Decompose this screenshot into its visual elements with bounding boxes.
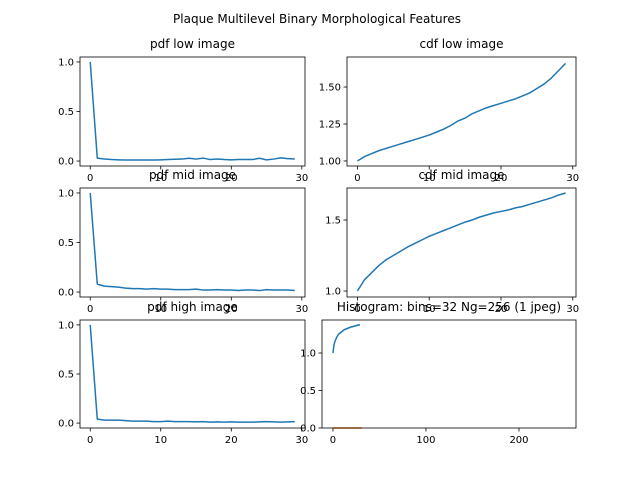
x-tick-label: 20 — [495, 173, 508, 184]
y-tick-label: 1.00 — [319, 156, 341, 167]
y-tick-label: 0.0 — [58, 157, 74, 168]
subplot-title: pdf low image — [150, 37, 235, 51]
y-tick-label: 0.0 — [58, 288, 74, 299]
x-tick-label: 10 — [154, 435, 167, 446]
x-tick-label: 10 — [154, 173, 167, 184]
subplot-title: Histogram: bins=32 Ng=256 (1 jpeg) — [337, 300, 561, 314]
data-line — [332, 323, 361, 354]
axes-frame — [346, 187, 577, 298]
x-tick-label: 20 — [225, 304, 238, 315]
y-tick-label: 0.0 — [300, 424, 316, 435]
axes-frame — [79, 319, 306, 429]
x-tick-label: 30 — [566, 173, 579, 184]
y-tick-label: 0.5 — [58, 238, 74, 249]
x-tick-label: 20 — [495, 304, 508, 315]
y-tick-label: 1.0 — [58, 57, 74, 68]
y-tick-label: 1.0 — [58, 320, 74, 331]
x-tick-label: 20 — [225, 435, 238, 446]
x-tick-label: 10 — [423, 304, 436, 315]
axes-frame — [79, 56, 306, 167]
subplot-title: cdf low image — [420, 37, 504, 51]
y-tick-label: 1.0 — [325, 287, 341, 298]
x-tick-label: 0 — [330, 435, 336, 446]
x-tick-label: 10 — [423, 173, 436, 184]
x-tick-label: 10 — [154, 304, 167, 315]
x-tick-label: 0 — [87, 173, 93, 184]
x-tick-label: 30 — [295, 435, 308, 446]
y-tick-label: 1.5 — [325, 215, 341, 226]
x-tick-label: 0 — [354, 173, 360, 184]
data-line — [89, 324, 295, 423]
y-tick-label: 1.50 — [319, 83, 341, 94]
y-tick-label: 1.25 — [319, 119, 341, 130]
data-line — [89, 192, 295, 292]
x-tick-label: 200 — [509, 435, 528, 446]
y-tick-label: 1.0 — [300, 349, 316, 360]
axes-frame — [79, 187, 306, 298]
subplot-title: cdf mid image — [418, 168, 504, 182]
axes-frame — [346, 56, 577, 167]
x-tick-label: 0 — [354, 304, 360, 315]
x-tick-label: 30 — [566, 304, 579, 315]
y-tick-label: 0.5 — [300, 386, 316, 397]
data-line — [89, 61, 295, 161]
data-line — [356, 192, 566, 292]
y-tick-label: 0.5 — [58, 107, 74, 118]
subplot-title: pdf mid image — [149, 168, 236, 182]
y-tick-label: 0.0 — [58, 419, 74, 430]
axes-frame — [321, 319, 577, 429]
x-tick-label: 30 — [295, 173, 308, 184]
data-line — [357, 62, 567, 162]
y-tick-label: 0.5 — [58, 370, 74, 381]
x-tick-label: 30 — [295, 304, 308, 315]
y-tick-label: 1.0 — [58, 188, 74, 199]
x-tick-label: 20 — [225, 173, 238, 184]
x-tick-label: 0 — [87, 304, 93, 315]
subplot-title: pdf high image — [147, 300, 238, 314]
figure-title: Plaque Multilevel Binary Morphological F… — [173, 12, 461, 26]
x-tick-label: 0 — [87, 435, 93, 446]
x-tick-label: 100 — [416, 435, 435, 446]
